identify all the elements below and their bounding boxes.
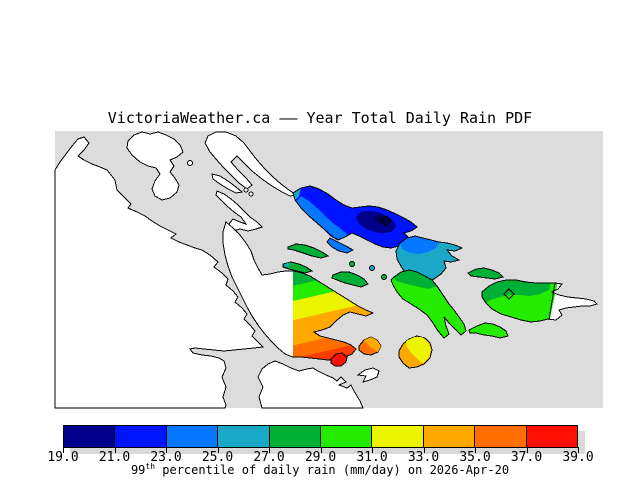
island-sliver-teal-tip bbox=[284, 262, 290, 267]
colorbar-tick-label: 27.0 bbox=[253, 450, 285, 465]
island-north-dodger-band bbox=[295, 196, 348, 240]
islet-yellow-part bbox=[406, 337, 431, 363]
colorbar-segment-yellow bbox=[372, 426, 423, 447]
contour-diamond-east bbox=[503, 288, 515, 300]
colorbar-tick bbox=[578, 447, 579, 453]
colorbar-tick-label: 25.0 bbox=[201, 450, 234, 465]
colorbar-tick-label: 33.0 bbox=[407, 450, 440, 465]
colorbar-segment-blue bbox=[115, 426, 166, 447]
colorbar-segment-dodger bbox=[166, 426, 218, 447]
colorbar-tick-label: 31.0 bbox=[356, 450, 388, 465]
caption-rest: percentile of daily rain (mm/day) on 202… bbox=[155, 463, 510, 477]
island-north-teal-tip bbox=[293, 188, 301, 200]
colorbar-tick-label: 23.0 bbox=[150, 450, 182, 465]
colorbar-tick-label: 39.0 bbox=[562, 450, 594, 465]
contour-diamond-north bbox=[380, 215, 392, 227]
islet-red bbox=[330, 352, 348, 367]
island-saturna-coastline bbox=[481, 279, 598, 323]
colorbar-tick bbox=[526, 447, 528, 453]
island-northeast-dodger-band bbox=[400, 236, 439, 254]
colorbar-tick bbox=[114, 447, 116, 453]
landmass-victoria bbox=[257, 360, 364, 409]
colorbar-tick-label: 35.0 bbox=[459, 450, 491, 465]
colorbar-tick-label: 29.0 bbox=[304, 450, 337, 465]
islet-dot bbox=[243, 187, 249, 193]
islet-orange-top bbox=[364, 337, 381, 352]
colorbar-tick bbox=[423, 447, 425, 453]
colorbar-tick bbox=[475, 447, 476, 453]
island-pender-green-band bbox=[394, 270, 437, 289]
colorbar-segment-green bbox=[269, 426, 321, 447]
colorbar-caption: 99th percentile of daily rain (mm/day) o… bbox=[0, 462, 640, 477]
island-sliver-green-3 bbox=[331, 271, 369, 288]
colorbar-segment-red bbox=[526, 426, 578, 447]
landmass-vancouver-island bbox=[54, 136, 265, 409]
caption-base: 99 bbox=[130, 463, 146, 477]
island-north-fragment bbox=[326, 237, 355, 254]
island-white-sliver-1 bbox=[211, 173, 244, 194]
colorbar-tick bbox=[166, 447, 167, 453]
colorbar-segment-orange bbox=[423, 426, 475, 447]
landmass-peninsula-coastline bbox=[222, 221, 375, 361]
colorbar-tick bbox=[320, 447, 322, 453]
no-data-boundary-line bbox=[548, 282, 556, 321]
islet-teal-dot bbox=[369, 265, 375, 271]
colorbar-tick-label: 21.0 bbox=[98, 450, 131, 465]
colorbar-tick bbox=[217, 447, 219, 453]
colorbar-tick-label: 37.0 bbox=[510, 450, 543, 465]
island-white-north-a bbox=[126, 131, 184, 201]
colorbar-segment-deeporange bbox=[475, 426, 526, 447]
island-sliver-green-1 bbox=[287, 243, 330, 259]
island-sliver-lime bbox=[468, 322, 509, 339]
page-title: VictoriaWeather.ca –– Year Total Daily R… bbox=[107, 109, 533, 127]
colorbar-tick bbox=[63, 447, 64, 453]
islet-dot bbox=[248, 191, 254, 197]
colorbar-segment-navy bbox=[64, 426, 115, 447]
island-white-sliver-2 bbox=[215, 190, 263, 232]
island-sliver-green-4 bbox=[467, 267, 504, 280]
colorbar-tick-label: 19.0 bbox=[47, 450, 79, 465]
colorbar-tick bbox=[372, 447, 373, 453]
islet-green-dot-2 bbox=[381, 274, 387, 280]
island-white-arrow bbox=[356, 367, 380, 383]
island-pender-coastline bbox=[390, 269, 467, 339]
colorbar bbox=[63, 425, 578, 448]
islet-dot bbox=[187, 160, 193, 166]
colorbar-tick bbox=[269, 447, 270, 453]
islet-green-dot-1 bbox=[349, 261, 355, 267]
island-white-comma bbox=[204, 131, 298, 197]
caption-superscript: th bbox=[145, 462, 156, 471]
colorbar-segment-teal bbox=[218, 426, 269, 447]
island-sliver-green-2 bbox=[282, 261, 314, 274]
colorbar-segment-lime bbox=[321, 426, 372, 447]
